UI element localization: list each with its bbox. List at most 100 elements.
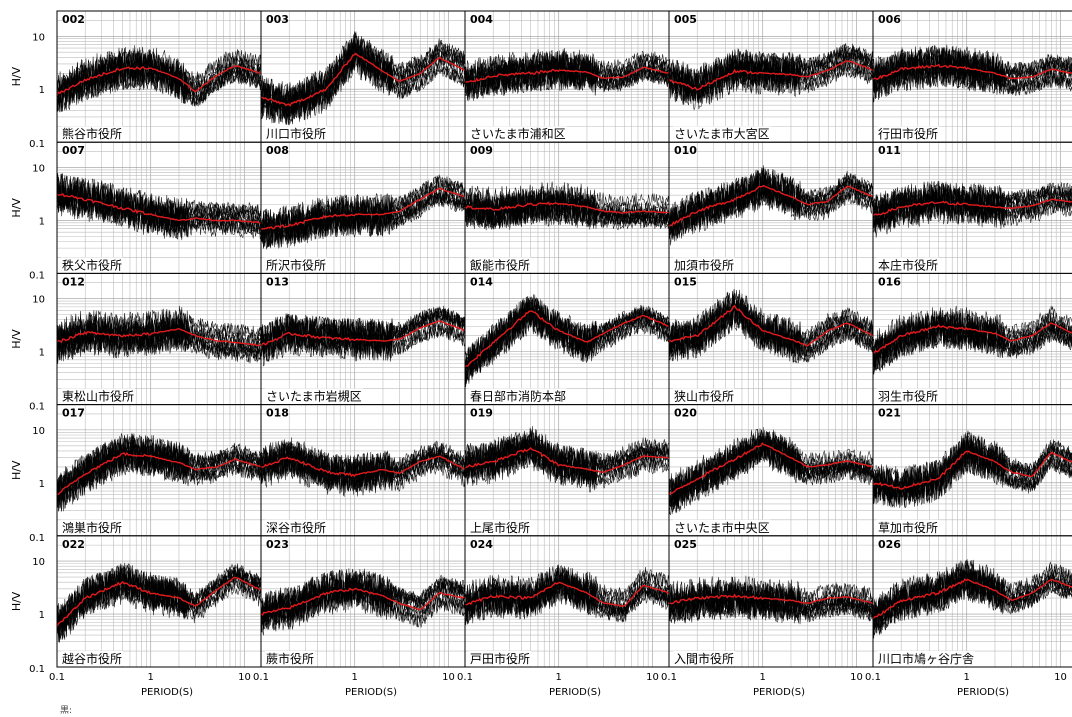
hv-panel-015: 015 狭山市役所 — [668, 272, 874, 406]
record-trace — [57, 571, 261, 642]
y-axis-label: H/V — [10, 591, 23, 611]
individual-records — [873, 430, 1072, 509]
individual-records — [669, 575, 873, 625]
x-axis-label: PERIOD(S) — [753, 687, 805, 698]
y-tick-label: 1 — [39, 610, 45, 621]
y-axis-label: H/V — [10, 66, 23, 86]
hv-panel-012: 012 東松山市役所 — [56, 272, 262, 406]
individual-records — [465, 181, 669, 231]
average-trace — [669, 304, 873, 347]
record-trace — [261, 305, 465, 353]
individual-records — [261, 31, 465, 126]
x-axis-label: PERIOD(S) — [549, 687, 601, 698]
hv-panel-005: 005 さいたま市大宮区 — [668, 10, 874, 143]
x-tick-label: 1 — [352, 672, 358, 683]
average-trace — [261, 187, 465, 231]
average-trace — [873, 322, 1072, 354]
panel-id: 024 — [470, 538, 493, 551]
site-name-bg — [469, 126, 567, 142]
panel-id: 010 — [674, 144, 697, 157]
x-tick-label: 0.1 — [253, 672, 269, 683]
y-tick-label: 10 — [32, 295, 45, 306]
average-trace — [57, 327, 261, 347]
panel-id: 008 — [266, 144, 289, 157]
individual-records — [261, 437, 465, 497]
record-trace — [669, 428, 873, 506]
x-tick-label: 10 — [442, 672, 455, 683]
site-name-bg — [673, 388, 736, 404]
panel-id: 019 — [470, 407, 493, 420]
individual-records — [465, 47, 669, 102]
panel-id: 009 — [470, 144, 493, 157]
x-tick-label: 1 — [556, 672, 562, 683]
site-name-bg — [877, 126, 940, 142]
x-axis-label: PERIOD(S) — [141, 687, 193, 698]
site-name-bg — [673, 257, 736, 273]
site-name-bg — [265, 257, 328, 273]
x-tick-label: 0.1 — [49, 672, 65, 683]
record-trace — [57, 441, 261, 509]
panel-id: 006 — [878, 13, 901, 26]
panel-id: 002 — [62, 13, 85, 26]
panel-id: 018 — [266, 407, 289, 420]
panel-id: 012 — [62, 275, 85, 288]
average-trace — [873, 578, 1072, 620]
individual-records — [57, 562, 261, 643]
site-name: さいたま市大宮区 — [674, 126, 770, 141]
average-trace — [57, 576, 261, 627]
y-tick-label: 0.1 — [29, 270, 45, 281]
x-tick-label: 10 — [646, 672, 659, 683]
site-name: 羽生市役所 — [878, 389, 938, 404]
hv-panel-002: 002 熊谷市役所 — [56, 10, 262, 143]
x-axis-label: PERIOD(S) — [345, 687, 397, 698]
y-tick-label: 10 — [32, 426, 45, 437]
panel-id: 025 — [674, 538, 697, 551]
hv-panel-004: 004 さいたま市浦和区 — [464, 10, 670, 143]
record-trace — [873, 183, 1072, 225]
individual-records — [465, 564, 669, 625]
hv-panel-013: 013 さいたま市岩槻区 — [260, 272, 466, 406]
y-axis-label: H/V — [10, 460, 23, 480]
panel-id: 003 — [266, 13, 289, 26]
panel-id: 015 — [674, 275, 697, 288]
panel-id: 021 — [878, 407, 901, 420]
y-tick-label: 1 — [39, 348, 45, 359]
average-trace — [873, 198, 1072, 217]
site-name: 所沢市役所 — [266, 257, 326, 272]
hv-panel-011: 011 本庄市役所 — [872, 141, 1072, 274]
record-trace — [873, 569, 1072, 636]
record-trace — [261, 192, 465, 250]
record-trace — [873, 48, 1072, 93]
site-name: 蕨市役所 — [266, 651, 314, 666]
y-tick-label: 1 — [39, 85, 45, 96]
y-tick-label: 1 — [39, 479, 45, 490]
panel-id: 014 — [470, 275, 493, 288]
record-trace — [873, 439, 1072, 509]
x-tick-label: 1 — [148, 672, 154, 683]
record-trace — [669, 583, 873, 622]
site-name-bg — [61, 519, 124, 535]
panel-frame — [260, 10, 466, 143]
y-axis-label: H/V — [10, 198, 23, 218]
hv-panel-024: 024 戸田市役所 — [464, 535, 670, 668]
y-tick-label: 0.1 — [29, 402, 45, 413]
average-trace — [261, 320, 465, 347]
site-name-bg — [265, 519, 328, 535]
record-trace — [669, 289, 873, 354]
hv-panel-003: 003 川口市役所 — [260, 10, 466, 143]
site-name-bg — [469, 257, 532, 273]
record-trace — [465, 572, 669, 622]
average-trace — [465, 581, 669, 608]
average-trace — [669, 60, 873, 91]
site-name: 飯能市役所 — [470, 257, 530, 272]
hv-panel-022: 022 越谷市役所 — [56, 535, 262, 668]
record-trace — [465, 47, 669, 93]
site-name-bg — [673, 651, 736, 666]
record-trace — [57, 180, 261, 239]
site-name: 川口市役所 — [266, 126, 326, 141]
average-trace — [261, 587, 465, 616]
y-tick-label: 10 — [32, 32, 45, 43]
site-name: 川口市鳩ヶ谷庁舎 — [878, 651, 974, 666]
record-trace — [57, 319, 261, 361]
record-trace — [669, 585, 873, 625]
